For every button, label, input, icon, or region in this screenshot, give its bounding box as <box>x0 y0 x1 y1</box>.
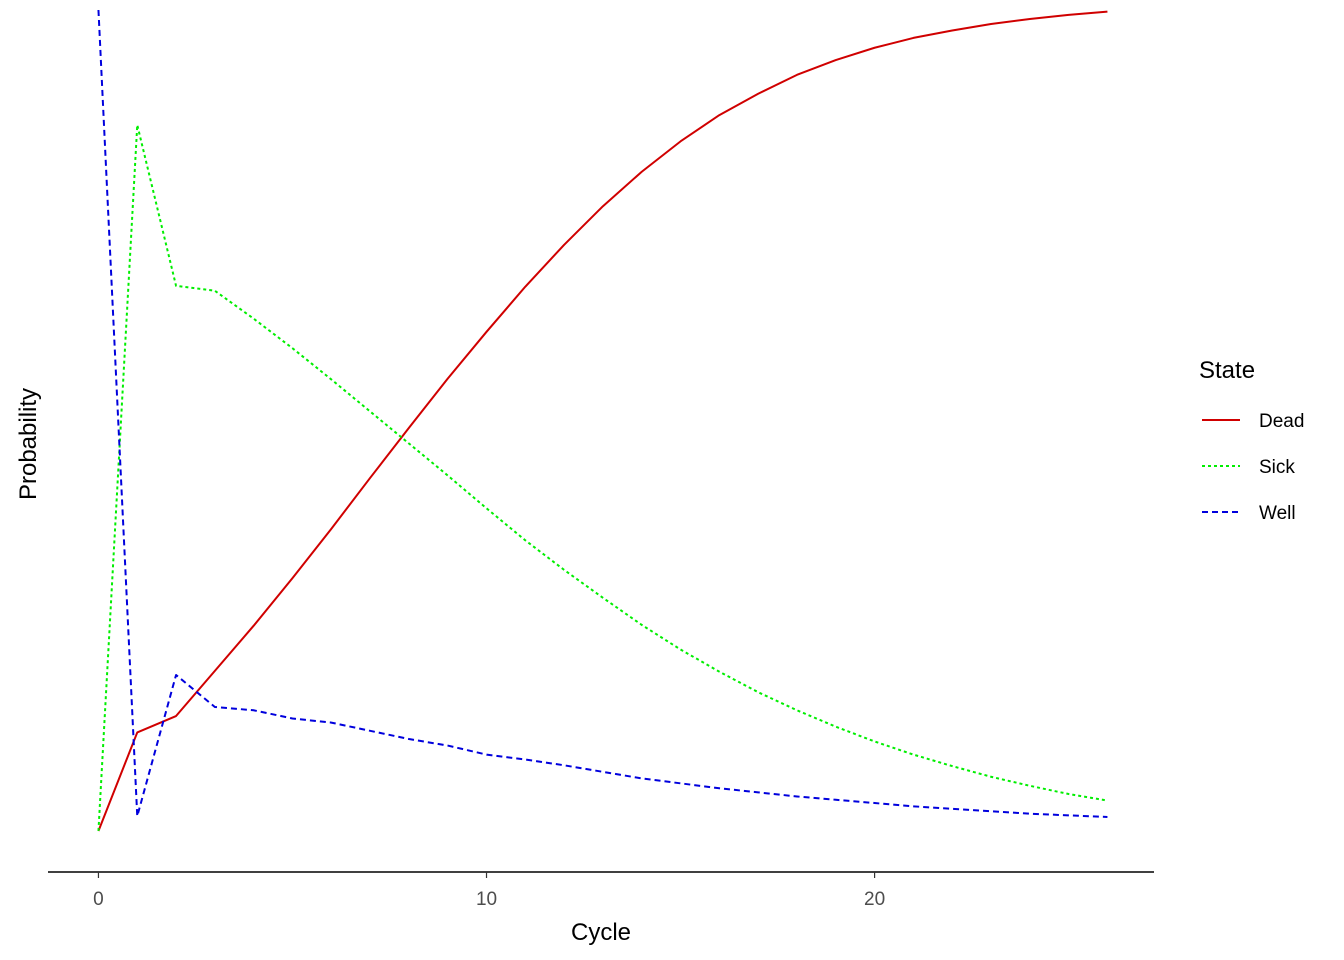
legend-title: State <box>1199 357 1255 384</box>
legend-label-dead: Dead <box>1259 411 1304 432</box>
x-tick-label: 10 <box>476 889 497 910</box>
series-line-well <box>97 9 1108 818</box>
x-axis-ticks: 0 10 20 <box>93 872 885 910</box>
series-line-sick <box>97 123 1108 832</box>
legend: State Dead Sick Well <box>1199 357 1304 524</box>
legend-label-well: Well <box>1259 503 1296 524</box>
x-axis-title: Cycle <box>571 919 631 946</box>
legend-items: Dead Sick Well <box>1202 411 1304 524</box>
legend-label-sick: Sick <box>1259 457 1295 478</box>
x-tick-label: 20 <box>864 889 885 910</box>
plot-lines <box>97 9 1108 832</box>
x-tick-label: 0 <box>93 889 104 910</box>
series-line-dead <box>97 10 1108 832</box>
y-axis-title: Probability <box>15 388 42 500</box>
